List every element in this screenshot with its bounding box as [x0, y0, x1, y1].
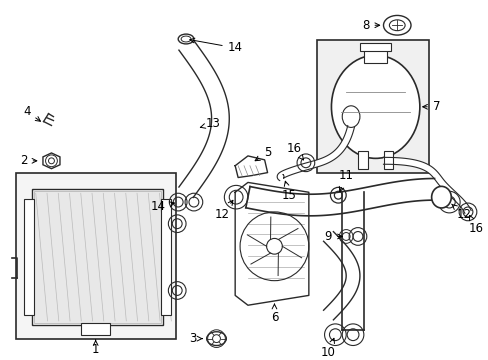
Polygon shape — [235, 156, 267, 177]
Text: 11: 11 — [338, 169, 353, 192]
Bar — [32, 189, 163, 325]
Bar — [359, 43, 390, 51]
Bar — [34, 191, 161, 323]
Bar — [383, 151, 392, 169]
Bar — [81, 323, 110, 335]
Text: 10: 10 — [321, 338, 335, 359]
Text: 1: 1 — [92, 340, 99, 356]
Text: 16: 16 — [468, 215, 482, 235]
Bar — [24, 199, 34, 315]
Circle shape — [266, 238, 282, 254]
Text: 14: 14 — [189, 38, 242, 54]
Ellipse shape — [206, 332, 226, 346]
Text: 8: 8 — [362, 19, 379, 32]
Text: 14: 14 — [151, 201, 174, 213]
Text: 6: 6 — [270, 304, 278, 324]
Text: 15: 15 — [281, 181, 296, 202]
Bar — [357, 151, 367, 169]
Text: 12: 12 — [214, 200, 232, 221]
Bar — [363, 45, 386, 63]
Polygon shape — [323, 231, 359, 320]
Text: 9: 9 — [324, 230, 342, 243]
Polygon shape — [247, 179, 434, 216]
Text: 13: 13 — [200, 117, 221, 130]
Ellipse shape — [178, 34, 194, 44]
Ellipse shape — [383, 15, 410, 35]
Text: 16: 16 — [286, 141, 303, 160]
Text: 4: 4 — [23, 105, 41, 121]
Bar — [16, 172, 176, 339]
Bar — [316, 40, 428, 172]
Ellipse shape — [431, 186, 450, 208]
Text: 5: 5 — [255, 147, 271, 161]
Polygon shape — [383, 157, 470, 213]
Polygon shape — [342, 192, 363, 330]
Polygon shape — [43, 153, 60, 169]
Text: 2: 2 — [20, 154, 37, 167]
Text: 12: 12 — [451, 204, 470, 221]
Ellipse shape — [342, 106, 359, 127]
Polygon shape — [245, 179, 434, 216]
Text: 3: 3 — [189, 332, 202, 345]
Text: 7: 7 — [422, 100, 439, 113]
Polygon shape — [235, 183, 308, 305]
Bar — [161, 199, 171, 315]
Polygon shape — [179, 40, 229, 198]
Ellipse shape — [331, 55, 419, 158]
Polygon shape — [277, 126, 354, 181]
